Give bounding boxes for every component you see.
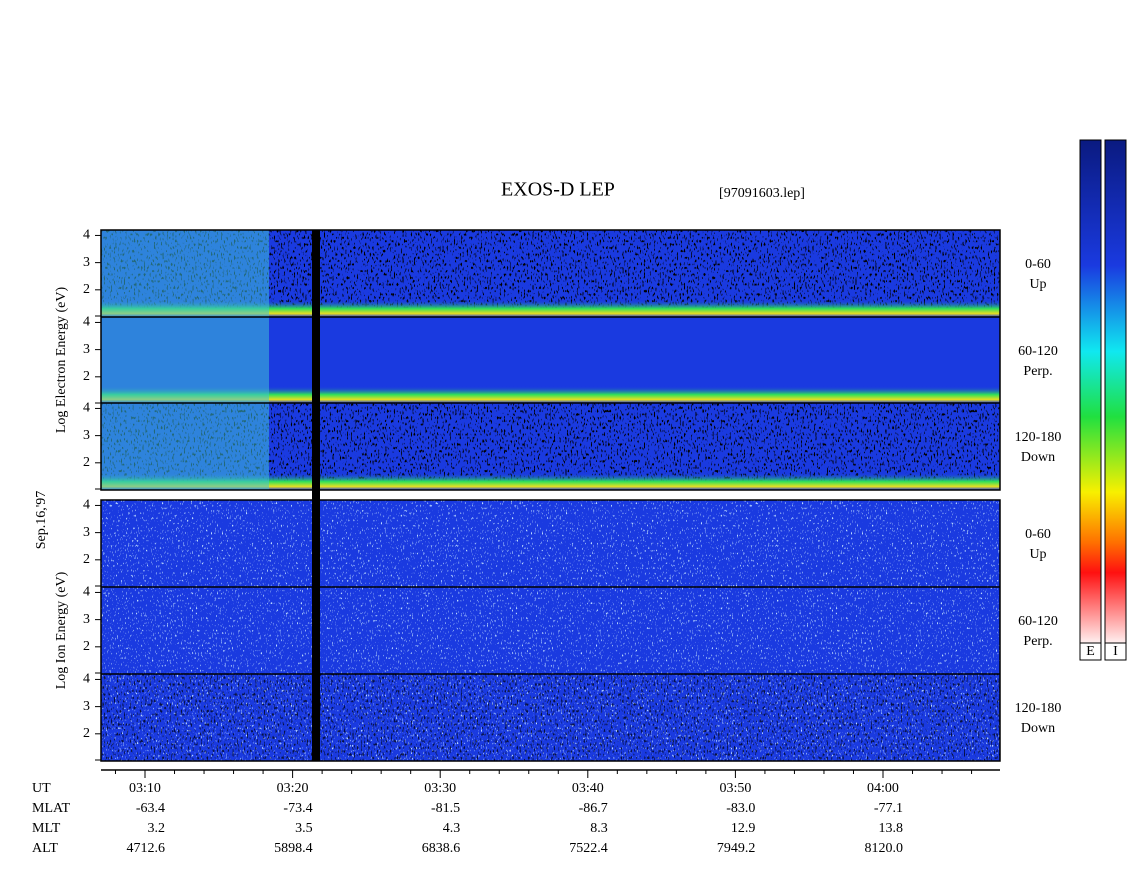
panel-direction: Up xyxy=(1029,547,1046,562)
y-tick-label: 2 xyxy=(83,282,90,297)
colorbar-label-box xyxy=(1079,642,1102,661)
row-value: 7949.2 xyxy=(717,841,756,856)
noise xyxy=(101,674,1000,761)
electron-band xyxy=(101,473,1000,490)
row-value: 5898.4 xyxy=(274,841,313,856)
panel-direction: Up xyxy=(1029,277,1046,292)
y-tick-label: 2 xyxy=(83,369,90,384)
y-tick-label: 3 xyxy=(83,342,90,357)
x-tick-label: 04:00 xyxy=(867,781,899,796)
row-value: 3.2 xyxy=(148,821,166,836)
colorbar-label: E xyxy=(1086,644,1095,659)
row-value: -63.4 xyxy=(136,801,165,816)
electron-band xyxy=(101,386,1000,403)
row-value: 13.8 xyxy=(879,821,904,836)
panel-angle: 120-180 xyxy=(1015,701,1062,716)
y-tick-label: 2 xyxy=(83,639,90,654)
panel-angle: 0-60 xyxy=(1025,527,1051,542)
row-value: 7522.4 xyxy=(569,841,608,856)
date: Sep.16,'97 xyxy=(34,491,49,550)
y-tick-label: 4 xyxy=(83,498,90,513)
row-value: 4.3 xyxy=(443,821,461,836)
panel-angle: 60-120 xyxy=(1018,344,1058,359)
row-value: -73.4 xyxy=(283,801,312,816)
row-value: 4712.6 xyxy=(127,841,166,856)
row-value: 3.5 xyxy=(295,821,313,836)
panel-direction: Perp. xyxy=(1023,364,1052,379)
row-value: -83.0 xyxy=(726,801,755,816)
colorbar-label-box xyxy=(1104,642,1127,661)
x-tick-label: 03:30 xyxy=(424,781,456,796)
row-value: 12.9 xyxy=(731,821,756,836)
panel-angle: 0-60 xyxy=(1025,257,1051,272)
y-axis-label: Log Ion Energy (eV) xyxy=(54,571,69,689)
x-tick-label: 03:50 xyxy=(719,781,751,796)
panel-angle: 120-180 xyxy=(1015,430,1062,445)
y-tick-label: 3 xyxy=(83,525,90,540)
x-tick-label: 03:40 xyxy=(572,781,604,796)
title: EXOS-D LEP xyxy=(501,179,615,201)
y-axis-label: Log Electron Energy (eV) xyxy=(54,287,69,434)
row-value: 8120.0 xyxy=(865,841,904,856)
row-value: -81.5 xyxy=(431,801,460,816)
y-tick-label: 3 xyxy=(83,699,90,714)
panel-direction: Down xyxy=(1021,721,1055,736)
row-label: MLT xyxy=(32,821,61,836)
electron-band xyxy=(101,300,1000,317)
spectrograms xyxy=(100,229,1001,762)
y-tick-label: 3 xyxy=(83,428,90,443)
row-value: 6838.6 xyxy=(422,841,461,856)
y-tick-label: 4 xyxy=(83,315,90,330)
y-tick-label: 2 xyxy=(83,455,90,470)
colorbar xyxy=(1104,139,1127,644)
x-tick-label: 03:20 xyxy=(277,781,309,796)
colorbar xyxy=(1079,139,1102,644)
electron-feature xyxy=(101,230,269,490)
data-gap xyxy=(312,230,320,761)
y-tick-label: 3 xyxy=(83,612,90,627)
row-label: UT xyxy=(32,781,51,796)
y-tick-label: 4 xyxy=(83,585,90,600)
file-name: [97091603.lep] xyxy=(719,186,805,201)
row-value: 8.3 xyxy=(590,821,608,836)
y-tick-label: 4 xyxy=(83,401,90,416)
y-tick-label: 3 xyxy=(83,255,90,270)
row-value: -86.7 xyxy=(579,801,608,816)
y-tick-label: 2 xyxy=(83,726,90,741)
panel-angle: 60-120 xyxy=(1018,614,1058,629)
panel-direction: Perp. xyxy=(1023,634,1052,649)
row-value: -77.1 xyxy=(874,801,903,816)
y-tick-label: 2 xyxy=(83,552,90,567)
row-label: ALT xyxy=(32,841,58,856)
panel-direction: Down xyxy=(1021,450,1055,465)
x-tick-label: 03:10 xyxy=(129,781,161,796)
y-tick-label: 4 xyxy=(83,228,90,243)
colorbar-label: I xyxy=(1113,644,1118,659)
row-label: MLAT xyxy=(32,801,71,816)
frames xyxy=(100,229,1001,762)
y-tick-label: 4 xyxy=(83,672,90,687)
